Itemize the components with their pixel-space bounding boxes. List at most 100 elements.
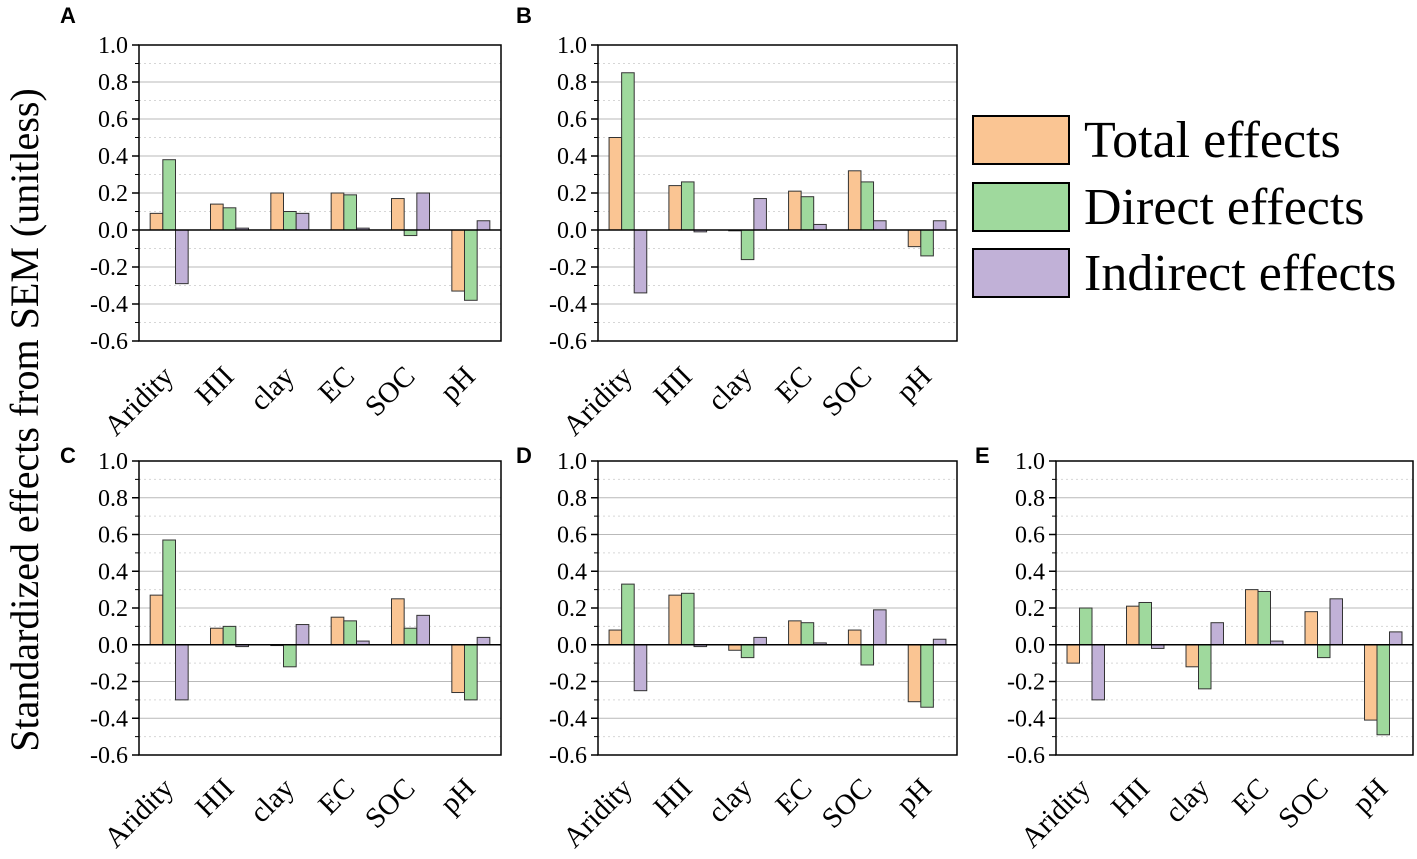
bar — [728, 644, 742, 651]
legend-item: Indirect effects — [972, 245, 1396, 302]
bar — [1317, 644, 1331, 659]
x-category-label: EC — [1226, 772, 1275, 821]
x-category-label: SOC — [359, 772, 422, 835]
y-tick-label: 1.0 — [557, 449, 587, 475]
bar — [800, 622, 815, 646]
y-tick-label: 0.6 — [557, 523, 587, 549]
y-tick-label: -0.6 — [90, 743, 128, 769]
bar — [788, 190, 802, 231]
plot-frame — [597, 44, 958, 342]
panel-letter: D — [516, 443, 532, 468]
bar — [753, 636, 767, 646]
y-tick-label: 0.4 — [98, 559, 128, 585]
y-tick-label: 0.4 — [557, 144, 587, 170]
y-axis-title: Standardized effects from SEM (unitless) — [2, 88, 47, 752]
panel-letter: C — [60, 443, 76, 468]
y-tick-label: -0.6 — [549, 329, 587, 355]
bar — [209, 627, 224, 646]
x-category-label: EC — [312, 360, 361, 409]
x-category-label: HII — [189, 772, 240, 823]
legend-item: Direct effects — [972, 179, 1365, 236]
x-category-label: EC — [770, 772, 819, 821]
y-tick-label: -0.4 — [1007, 706, 1045, 732]
y-tick-label: 0.8 — [98, 70, 128, 96]
y-tick-label: 0.0 — [1015, 633, 1045, 659]
bar — [175, 644, 189, 701]
x-category-label: Aridity — [98, 772, 180, 854]
bar — [873, 609, 887, 646]
bar — [476, 636, 491, 646]
bar — [608, 137, 623, 231]
bar — [1364, 644, 1378, 721]
y-tick-label: 0.2 — [1015, 596, 1045, 622]
bar — [860, 181, 875, 231]
bar — [343, 194, 358, 231]
bar — [295, 624, 310, 646]
y-tick-label: 0.0 — [557, 218, 587, 244]
bar — [668, 185, 682, 231]
bar — [1091, 644, 1105, 701]
bar — [463, 644, 478, 701]
y-tick-label: -0.2 — [90, 255, 128, 281]
bar — [1304, 611, 1319, 646]
y-tick-label: 0.2 — [557, 596, 587, 622]
legend-label: Direct effects — [1084, 179, 1365, 236]
y-tick-label: -0.2 — [549, 255, 587, 281]
x-category-label: clay — [244, 360, 301, 417]
y-tick-label: 0.2 — [98, 181, 128, 207]
plot-frame — [597, 460, 958, 756]
panel-e: E 1.0 0.8 0.6 0.4 0.2 0.0 -0.2 -0.4 -0.6 Aridity H… — [975, 443, 1414, 854]
bar — [932, 220, 947, 231]
panel-letter: E — [975, 443, 990, 468]
bar — [608, 629, 623, 646]
bar — [788, 620, 802, 646]
y-tick-label: 0.0 — [98, 218, 128, 244]
x-category-label: HII — [189, 360, 240, 411]
plot-frame — [1055, 460, 1414, 756]
bar — [403, 229, 418, 237]
bar — [633, 644, 648, 692]
y-tick-label: 1.0 — [557, 33, 587, 59]
y-tick-label: -0.4 — [549, 706, 587, 732]
legend-swatch-total — [972, 115, 1070, 165]
x-category-label: Aridity — [557, 772, 639, 854]
y-tick-label: -0.4 — [90, 292, 128, 318]
y-tick-label: -0.6 — [1007, 743, 1045, 769]
x-category-label: pH — [890, 360, 938, 408]
y-tick-label: -0.2 — [549, 670, 587, 696]
bar — [330, 616, 345, 646]
y-tick-label: 1.0 — [98, 33, 128, 59]
y-tick-label: 0.0 — [557, 633, 587, 659]
x-category-label: HII — [648, 772, 699, 823]
bar — [753, 198, 767, 231]
y-tick-label: 0.2 — [557, 181, 587, 207]
y-tick-label: -0.2 — [90, 670, 128, 696]
bar — [390, 598, 405, 646]
legend-swatch-indirect — [972, 248, 1070, 298]
bar — [330, 192, 345, 231]
bar — [416, 614, 431, 646]
bar — [222, 207, 237, 231]
bar — [416, 192, 431, 231]
bar — [1066, 644, 1081, 664]
y-tick-label: 1.0 — [98, 449, 128, 475]
bar — [1126, 605, 1140, 646]
bar — [680, 592, 695, 646]
y-tick-label: 0.6 — [1015, 523, 1045, 549]
x-category-label: SOC — [359, 360, 422, 423]
bar — [295, 212, 310, 231]
plot-frame — [138, 460, 502, 756]
bar — [740, 229, 755, 261]
plot-frame — [138, 44, 502, 342]
bar — [1245, 589, 1259, 646]
bar — [451, 229, 465, 292]
legend-item: Total effects — [972, 112, 1341, 169]
bar — [282, 211, 297, 231]
bar — [1138, 601, 1152, 646]
bar — [162, 159, 177, 231]
x-category-label: pH — [1347, 772, 1395, 820]
bar — [1329, 598, 1343, 646]
x-category-label: Aridity — [98, 360, 180, 442]
y-tick-label: 0.8 — [98, 486, 128, 512]
y-tick-label: 0.6 — [557, 107, 587, 133]
